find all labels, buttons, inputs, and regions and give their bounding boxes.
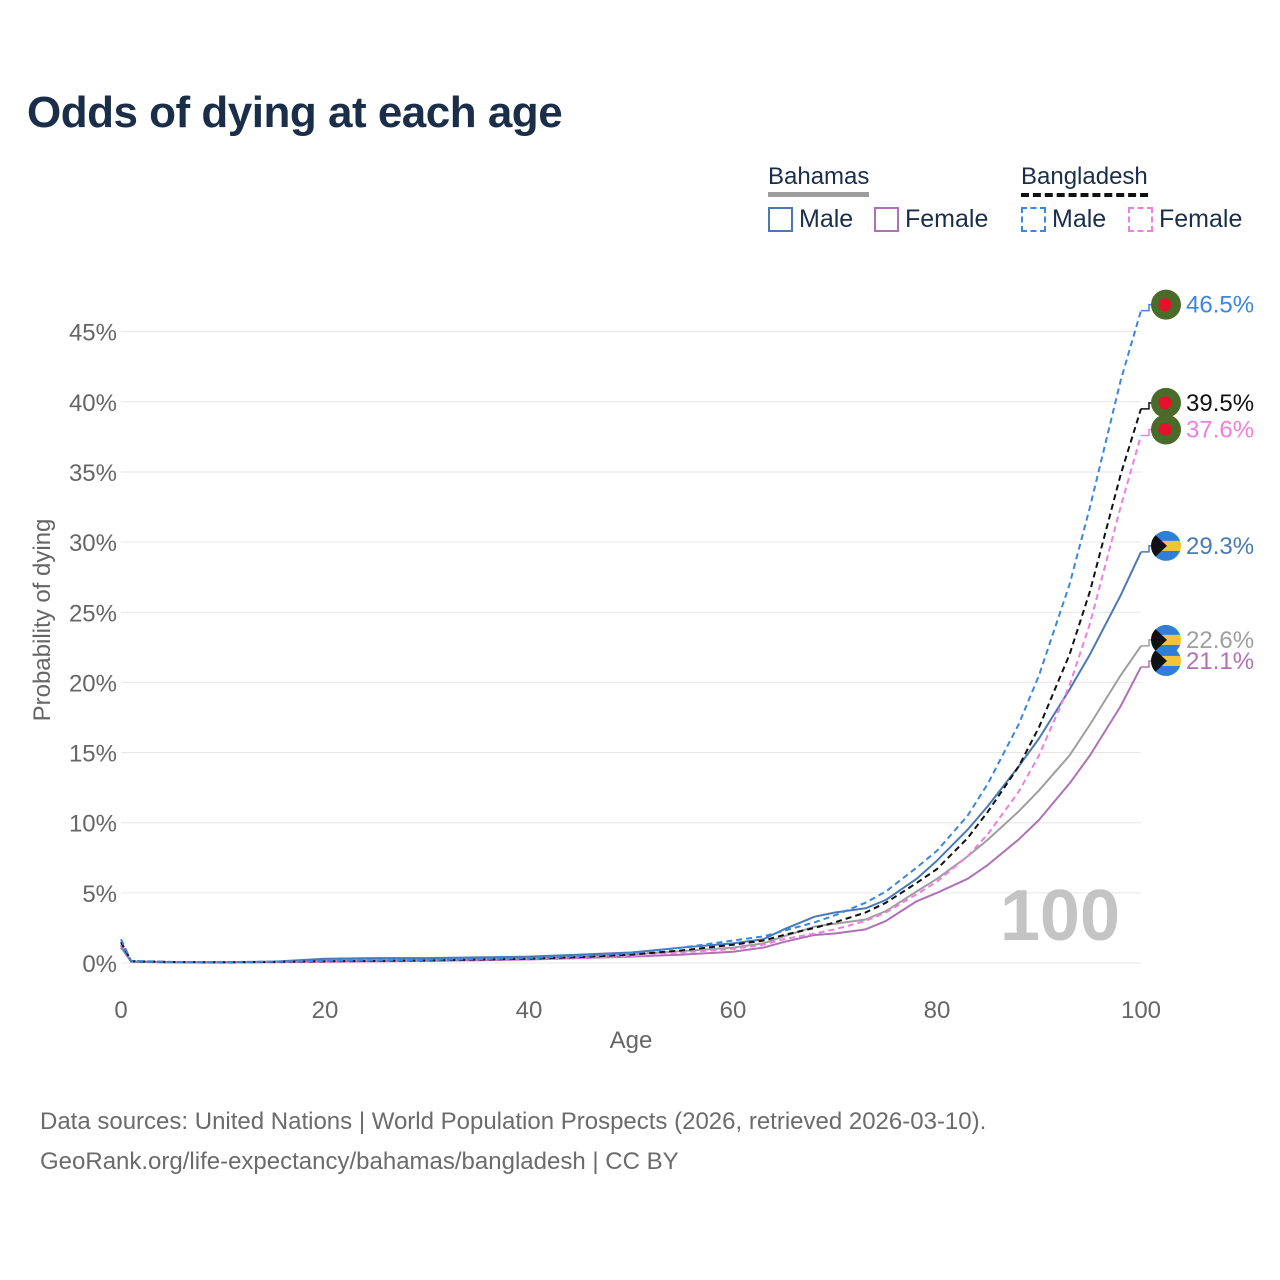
flag-disc <box>1158 298 1172 312</box>
legend-label: Female <box>1159 205 1243 233</box>
y-axis-ticks: 0% 5% 10% 15% 20% 25% 30% 35% 40% 45% <box>69 320 117 978</box>
age-marker: 100 <box>1000 876 1120 956</box>
series-line-both-sexes[interactable] <box>120 645 1142 964</box>
legend-group-bahamas: Bahamas <box>768 163 870 197</box>
y-axis-label: Probability of dying <box>29 519 56 722</box>
y-tick-label: 40% <box>69 390 117 417</box>
series-line-bangladesh-female[interactable] <box>120 435 1142 964</box>
end-label-bahamas-male: 29.3% <box>1141 530 1254 561</box>
flag-stripe-top <box>1151 624 1181 635</box>
end-value-label: 46.5% <box>1186 292 1254 319</box>
flag-stripe-bottom <box>1151 665 1181 676</box>
y-tick-label: 10% <box>69 811 117 838</box>
y-tick-label: 5% <box>82 881 117 908</box>
gridlines <box>121 331 1141 964</box>
series-line-bangladesh-male[interactable] <box>120 310 1142 964</box>
chart-plot: 0% 5% 10% 15% 20% 25% 30% 35% 40% 45% 0 20 40 60 80 10… <box>29 289 1254 1054</box>
legend-group-bangladesh: Bangladesh <box>1021 163 1148 197</box>
x-tick-label: 40 <box>516 997 543 1024</box>
end-value-label: 37.6% <box>1186 416 1254 443</box>
flag-stripe-bottom <box>1151 550 1181 561</box>
series-lines <box>120 310 1142 964</box>
legend-label: Female <box>905 205 989 233</box>
swatch-bangladesh-male <box>1021 207 1046 232</box>
swatch-bangladesh-female <box>1128 207 1153 232</box>
x-tick-label: 80 <box>924 997 951 1024</box>
y-tick-label: 25% <box>69 600 117 627</box>
y-tick-label: 0% <box>82 951 117 978</box>
legend-label: Male <box>799 205 854 233</box>
bahamas-flag-icon <box>1151 530 1181 561</box>
end-label-bangladesh-both: 39.5% <box>1141 387 1254 418</box>
swatch-bahamas-female <box>874 207 899 232</box>
end-label-both-sexes: 22.6% <box>1141 624 1254 655</box>
flag-triangle <box>1151 624 1167 655</box>
x-axis-label: Age <box>610 1027 653 1054</box>
flag-triangle <box>1151 530 1167 561</box>
end-value-label: 29.3% <box>1186 533 1254 560</box>
legend-item-bangladesh-male[interactable]: Male <box>1021 205 1106 234</box>
end-value-label: 21.1% <box>1186 648 1254 675</box>
end-label-bangladesh-female: 37.6% <box>1141 414 1254 445</box>
end-label-bahamas-female: 21.1% <box>1141 645 1254 676</box>
end-value-label: 22.6% <box>1186 627 1254 654</box>
x-tick-label: 0 <box>114 997 127 1024</box>
flag-disc <box>1158 396 1172 410</box>
x-tick-label: 100 <box>1121 997 1161 1024</box>
x-axis-ticks: 0 20 40 60 80 100 <box>114 997 1161 1024</box>
footer-source: Data sources: United Nations | World Pop… <box>40 1108 987 1135</box>
legend-label: Male <box>1052 205 1107 233</box>
series-line-bahamas-male[interactable] <box>120 551 1142 964</box>
flag-triangle <box>1151 645 1167 676</box>
series-line-bangladesh-both[interactable] <box>120 408 1142 964</box>
legend-item-bahamas-male[interactable]: Male <box>768 205 853 234</box>
y-tick-label: 45% <box>69 320 117 347</box>
swatch-bahamas-male <box>768 207 793 232</box>
flag-disc <box>1158 422 1172 436</box>
x-tick-label: 20 <box>312 997 339 1024</box>
footer-link[interactable]: GeoRank.org/life-expectancy/bahamas/bang… <box>40 1148 679 1175</box>
y-tick-label: 15% <box>69 741 117 768</box>
y-tick-label: 20% <box>69 670 117 697</box>
y-tick-label: 30% <box>69 530 117 557</box>
series-line-bahamas-female[interactable] <box>120 666 1142 964</box>
chart-title: Odds of dying at each age <box>27 88 563 137</box>
legend-item-bangladesh-female[interactable]: Female <box>1128 205 1242 234</box>
legend-item-bahamas-female[interactable]: Female <box>874 205 988 234</box>
y-tick-label: 35% <box>69 460 117 487</box>
flag-stripe-bottom <box>1151 644 1181 655</box>
bahamas-flag-icon <box>1151 624 1181 655</box>
end-value-label: 39.5% <box>1186 390 1254 417</box>
x-tick-label: 60 <box>720 997 747 1024</box>
flag-stripe-top <box>1151 530 1181 541</box>
end-label-bangladesh-male: 46.5% <box>1141 289 1254 320</box>
end-labels: 29.3% 21.1%22.6% 46.5% 39.5%37.6% <box>1141 289 1254 676</box>
